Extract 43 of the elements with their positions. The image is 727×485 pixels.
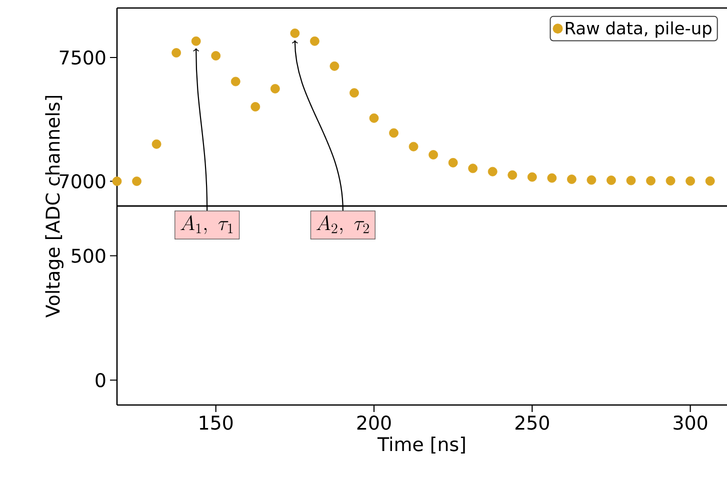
point [270,84,280,94]
point [211,51,221,60]
point [705,176,715,186]
point [468,164,478,174]
point [230,76,240,86]
point [310,36,320,46]
x-tick-label: 250 [515,416,549,430]
y-tick-label: 7000 [60,174,106,188]
x-axis-title: Time [ns] [377,436,465,454]
point [350,88,359,98]
point [428,150,438,160]
point [646,176,656,186]
point [508,170,518,180]
point [152,139,162,149]
point [626,176,636,186]
point [389,128,398,138]
point [527,172,537,182]
y-tick-label: 7500 [60,50,106,65]
point [191,36,201,46]
point [112,176,122,186]
point [369,113,379,123]
legend-label: Raw data, pile-up [566,21,712,38]
point [290,28,300,38]
point [330,61,340,71]
point [567,174,576,184]
annotation: $A_1,\ \tau_1$ [180,215,233,234]
point [666,176,676,186]
x-tick-label: 150 [200,416,233,430]
y-tick-label: 0 [96,372,106,388]
point [172,48,182,58]
x-tick-label: 200 [357,416,391,430]
point [250,102,260,112]
point [448,158,458,168]
point [606,176,616,185]
point [547,173,557,183]
point [586,175,596,185]
point [686,176,696,186]
annotation: $A_2,\ \tau_2$ [316,215,369,234]
point [408,142,418,152]
x-tick-label: 300 [674,416,708,430]
point [488,166,498,176]
y-tick-label: 500 [72,248,106,263]
point [132,176,142,186]
